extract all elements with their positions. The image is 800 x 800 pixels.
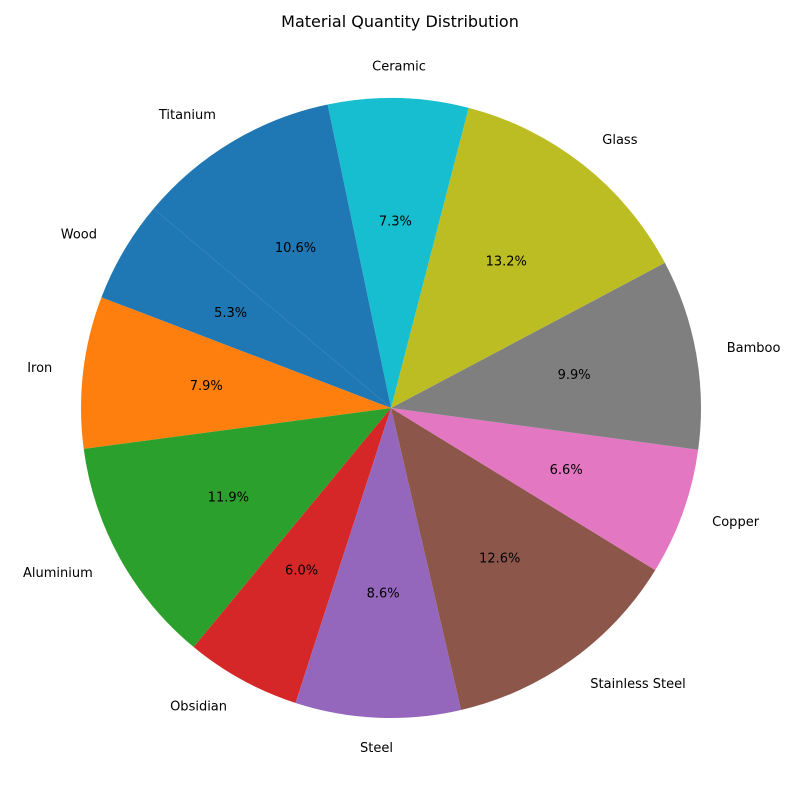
slice-category-label: Iron	[27, 361, 52, 376]
slice-percent-label: 12.6%	[479, 551, 520, 566]
slice-category-label: Obsidian	[170, 699, 227, 714]
pie-slice-iron	[81, 297, 391, 449]
slice-percent-label: 5.3%	[214, 306, 247, 321]
pie-slice-aluminium	[83, 408, 392, 648]
slice-category-label: Stainless Steel	[590, 677, 685, 692]
slice-percent-label: 7.9%	[190, 379, 223, 394]
slice-percent-label: 11.9%	[208, 491, 249, 506]
chart-title: Material Quantity Distribution	[281, 12, 519, 31]
pie-slice-copper	[391, 408, 699, 571]
labels-layer: 5.3% Wood 7.9% Iron 11.9% Aluminium 6.0% Obsidi…	[23, 60, 780, 757]
slices-layer	[81, 97, 701, 718]
pie-slice-ceramic	[327, 97, 469, 408]
pie-slice-bamboo	[391, 262, 701, 450]
pie-slice-glass	[391, 107, 665, 408]
slice-percent-label: 6.6%	[550, 463, 583, 478]
slice-percent-label: 10.6%	[275, 241, 316, 256]
pie-slice-stainless-steel	[391, 408, 656, 710]
slice-category-label: Glass	[602, 133, 637, 148]
pie-slice-wood	[101, 208, 392, 408]
slice-category-label: Ceramic	[372, 60, 426, 75]
slice-percent-label: 13.2%	[486, 255, 527, 270]
slice-category-label: Bamboo	[727, 341, 781, 356]
slice-category-label: Copper	[712, 515, 760, 530]
pie-slice-steel	[295, 408, 462, 718]
slice-category-label: Steel	[360, 741, 393, 756]
pie-slice-obsidian	[193, 408, 391, 703]
slice-category-label: Titanium	[158, 108, 216, 123]
pie-slice-titanium	[153, 104, 391, 408]
slice-percent-label: 7.3%	[379, 215, 412, 230]
slice-percent-label: 8.6%	[367, 586, 400, 601]
slice-category-label: Wood	[61, 228, 97, 243]
slice-percent-label: 9.9%	[558, 368, 591, 383]
slice-percent-label: 6.0%	[285, 564, 318, 579]
slice-category-label: Aluminium	[23, 566, 93, 581]
